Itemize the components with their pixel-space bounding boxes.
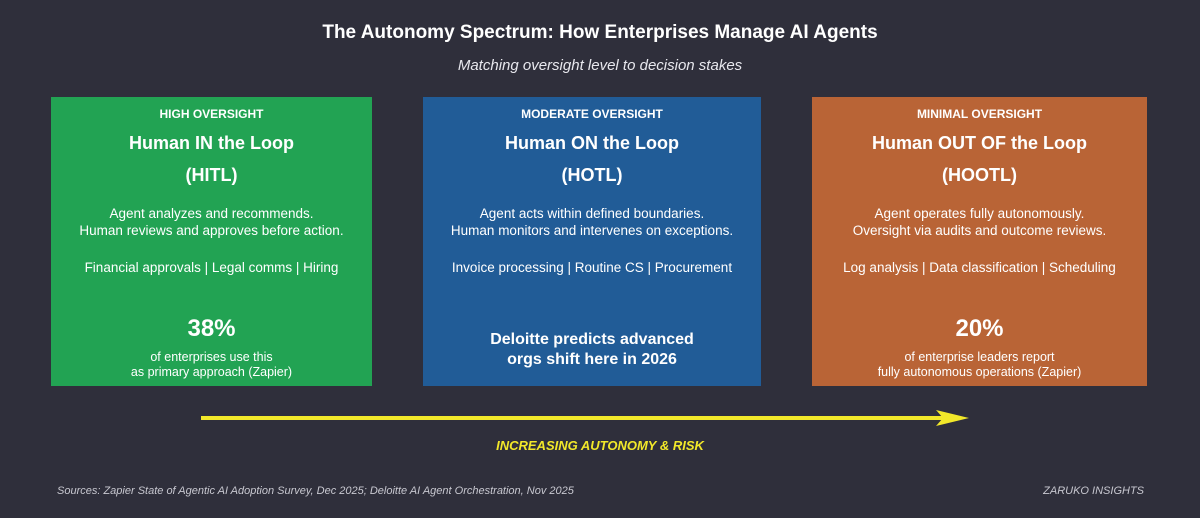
mode-abbr: (HITL) [185, 165, 238, 185]
stat-value: 38% [187, 315, 236, 342]
mode-abbr: (HOTL) [561, 165, 623, 185]
sources-note: Sources: Zapier State of Agentic AI Adop… [57, 485, 574, 497]
diagram-title: The Autonomy Spectrum: How Enterprises M… [322, 22, 878, 43]
box-hootl: MINIMAL OVERSIGHT Human OUT OF the Loop … [812, 97, 1147, 386]
stat-note: of enterprise leaders report fully auton… [812, 350, 1147, 380]
box-hitl: HIGH OVERSIGHT Human IN the Loop (HITL) … [51, 97, 372, 386]
mode-examples: Financial approvals | Legal comms | Hiri… [84, 260, 339, 275]
stat-value: 20% [955, 315, 1004, 342]
desc-line: Human reviews and approves before action… [79, 223, 344, 238]
brand-label: ZARUKO INSIGHTS [1043, 485, 1144, 497]
axis-label: INCREASING AUTONOMY & RISK [496, 438, 704, 453]
desc-line: Agent analyzes and recommends. [109, 206, 314, 221]
mode-examples: Log analysis | Data classification | Sch… [843, 260, 1116, 275]
mode-name: Human OUT OF the Loop [872, 133, 1087, 153]
mode-name: Human ON the Loop [505, 133, 679, 153]
diagram-subtitle: Matching oversight level to decision sta… [457, 57, 743, 74]
mode-examples: Invoice processing | Routine CS | Procur… [451, 260, 733, 275]
oversight-level: MODERATE OVERSIGHT [521, 107, 663, 121]
stat-note-line: of enterprise leaders report [904, 350, 1055, 364]
stat-note: of enterprises use this as primary appro… [51, 350, 372, 380]
stat-note-line: as primary approach (Zapier) [130, 365, 293, 379]
mode-name: Human IN the Loop [129, 133, 294, 153]
arrow-right-icon [201, 410, 969, 426]
mode-description: Agent analyzes and recommends. Human rev… [51, 205, 372, 239]
mode-description: Agent operates fully autonomously. Overs… [812, 205, 1147, 239]
desc-line: Agent acts within defined boundaries. [479, 206, 705, 221]
box-hotl: MODERATE OVERSIGHT Human ON the Loop (HO… [423, 97, 761, 386]
callout-line: Deloitte predicts advanced [490, 331, 694, 348]
oversight-level: MINIMAL OVERSIGHT [916, 107, 1043, 121]
oversight-level: HIGH OVERSIGHT [159, 107, 264, 121]
desc-line: Agent operates fully autonomously. [874, 206, 1085, 221]
desc-line: Oversight via audits and outcome reviews… [852, 223, 1107, 238]
callout: Deloitte predicts advanced orgs shift he… [423, 330, 761, 370]
callout-line: orgs shift here in 2026 [507, 351, 677, 368]
stat-note-line: of enterprises use this [150, 350, 273, 364]
desc-line: Human monitors and intervenes on excepti… [450, 223, 734, 238]
mode-abbr: (HOOTL) [942, 165, 1017, 185]
mode-description: Agent acts within defined boundaries. Hu… [423, 205, 761, 239]
stat-note-line: fully autonomous operations (Zapier) [877, 365, 1082, 379]
